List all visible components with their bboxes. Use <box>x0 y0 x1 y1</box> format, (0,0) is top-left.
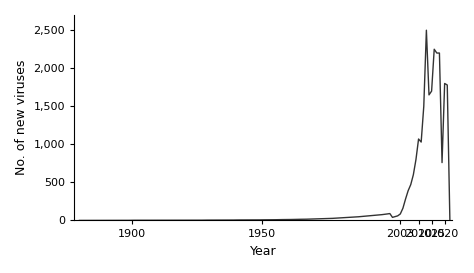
Y-axis label: No. of new viruses: No. of new viruses <box>15 60 28 175</box>
X-axis label: Year: Year <box>250 245 277 258</box>
